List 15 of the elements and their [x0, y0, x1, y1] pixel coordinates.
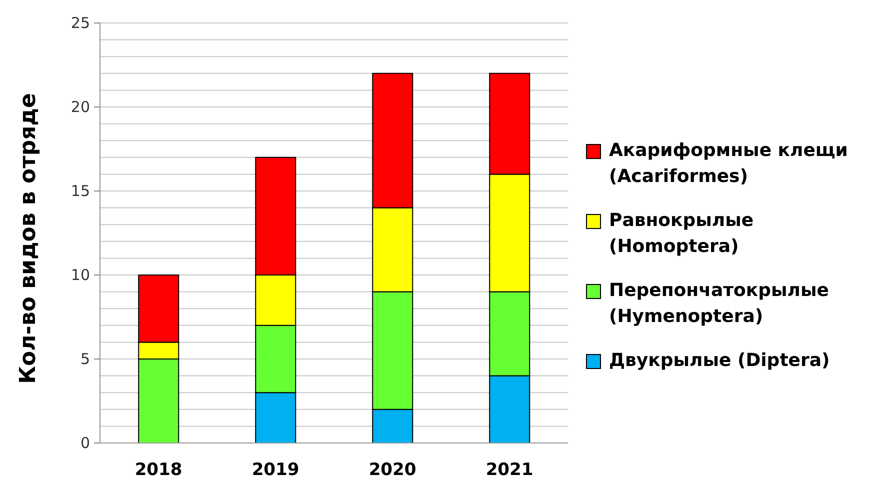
y-tick-label: 5	[80, 350, 90, 368]
y-tick-label: 10	[70, 266, 90, 284]
legend-label: Перепончатокрылые (Hymenoptera)	[609, 279, 830, 329]
y-tick-label: 20	[70, 98, 90, 116]
x-tick-label: 2020	[368, 460, 416, 480]
legend-label: Акариформные клещи (Acariformes)	[609, 139, 849, 189]
legend-label: Равнокрылые (Homoptera)	[609, 209, 755, 259]
y-tick-label: 15	[70, 182, 90, 200]
y-tick-label: 0	[80, 434, 90, 452]
x-tick-label: 2021	[486, 460, 534, 480]
y-axis-title: Кол-во видов в отряде	[16, 92, 41, 384]
x-tick-label: 2019	[252, 460, 300, 480]
x-tick-label: 2018	[134, 460, 182, 480]
y-tick-label: 25	[70, 14, 90, 32]
legend-label: Двукрылые (Diptera)	[609, 349, 830, 373]
